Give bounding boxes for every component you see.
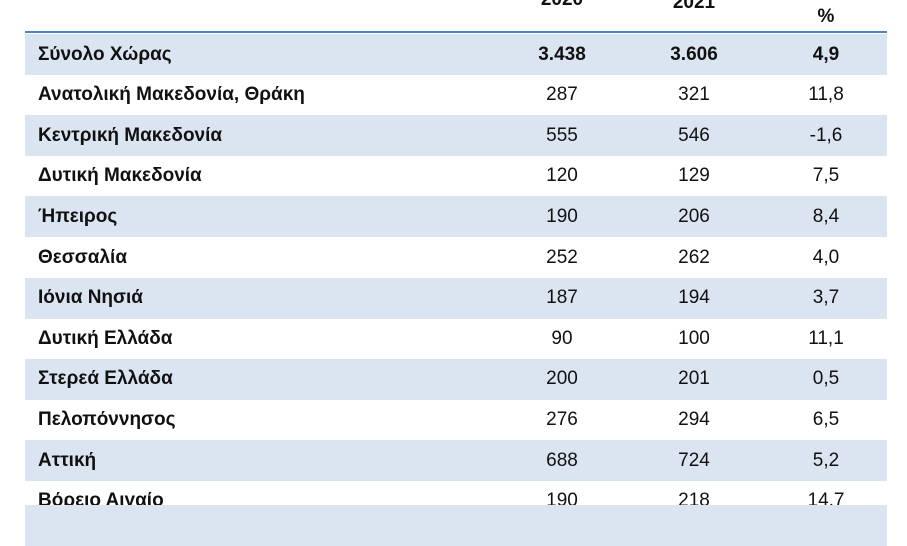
value-cell: 5,2: [812, 449, 840, 471]
value-cell: 187: [546, 287, 578, 309]
value-cell: 8,4: [812, 205, 840, 227]
header-cell: %: [817, 6, 835, 27]
value-cell: 11,8: [808, 84, 844, 106]
row-label: Ιόνια Νησιά: [38, 287, 143, 309]
value-cell: 0,5: [812, 368, 840, 390]
row-label: Ήπειρος: [38, 205, 118, 227]
value-cell: 206: [678, 205, 710, 227]
value-cell: 201: [678, 368, 710, 390]
value-cell: 90: [551, 327, 573, 349]
row-band: [25, 115, 887, 157]
value-cell: 11,1: [808, 327, 844, 349]
value-cell: 287: [546, 84, 578, 106]
value-cell: 546: [678, 124, 710, 146]
row-band: [25, 277, 887, 319]
row-band: [25, 34, 887, 75]
row-label: Δυτική Μακεδονία: [38, 165, 202, 187]
value-cell: 6,5: [812, 408, 840, 430]
value-cell: 200: [546, 368, 578, 390]
row-label: Ανατολική Μακεδονία, Θράκη: [38, 84, 305, 106]
value-cell: 555: [546, 124, 578, 146]
value-cell: 190: [546, 205, 578, 227]
header-cell: 2020: [522, 0, 602, 11]
header-rule: [25, 31, 887, 33]
value-cell: 120: [546, 165, 578, 187]
row-label: Πελοπόννησος: [38, 408, 176, 430]
value-cell: 724: [678, 449, 710, 471]
cut-row: [25, 505, 887, 546]
value-cell: -1,6: [809, 124, 843, 146]
value-cell: 4,9: [812, 43, 840, 65]
value-cell: 7,5: [812, 165, 840, 187]
row-label: Στερεά Ελλάδα: [38, 368, 173, 390]
row-label: Αττική: [38, 449, 97, 471]
value-cell: 294: [678, 408, 710, 430]
row-label: Θεσσαλία: [38, 246, 127, 268]
value-cell: 321: [678, 84, 710, 106]
value-cell: 129: [678, 165, 710, 187]
value-cell: 4,0: [812, 246, 840, 268]
row-label: Κεντρική Μακεδονία: [38, 124, 223, 146]
value-cell: 100: [678, 327, 710, 349]
row-label: Σύνολο Χώρας: [38, 43, 172, 65]
row-band: [25, 440, 887, 481]
value-cell: 3.438: [538, 43, 586, 65]
row-label: Δυτική Ελλάδα: [38, 327, 173, 349]
value-cell: 3.606: [670, 43, 718, 65]
row-band: [25, 358, 887, 400]
value-cell: 262: [678, 246, 710, 268]
value-cell: 252: [546, 246, 578, 268]
value-cell: 688: [546, 449, 578, 471]
value-cell: 3,7: [812, 287, 840, 309]
value-cell: 194: [678, 287, 710, 309]
row-band: [25, 196, 887, 238]
value-cell: 276: [546, 408, 578, 430]
header-cell: 2021: [672, 0, 716, 13]
